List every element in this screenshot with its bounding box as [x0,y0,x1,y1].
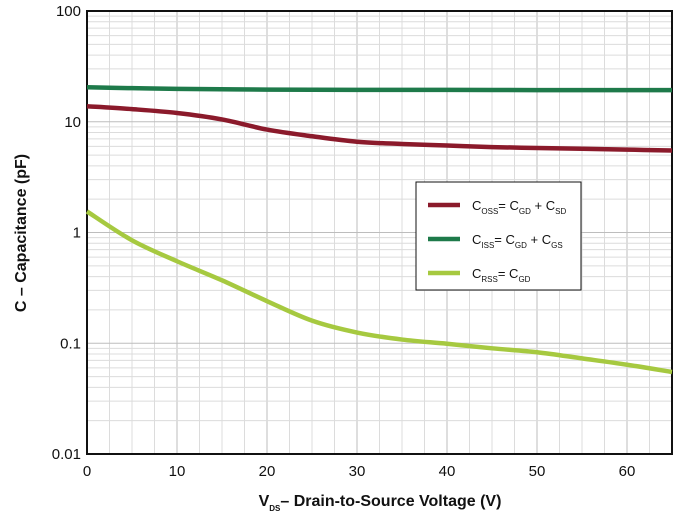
legend-entry: CISS= CGD + CGS [472,232,563,250]
y-tick-label: 0.01 [52,446,81,463]
y-axis-label: C – Capacitance (pF) [13,154,30,312]
x-tick-label: 50 [529,463,546,480]
series-line-1 [86,104,673,153]
series-line-2 [86,84,672,93]
x-axis-label: VDS– Drain-to-Source Voltage (V) [259,493,502,513]
series-line-3 [85,209,673,375]
y-tick-label: 100 [56,3,81,20]
x-tick-label: 60 [619,463,636,480]
legend: COSS= CGD + CSD CISS= CGD + CGS CRSS= CGD [415,181,582,291]
legend-entry: COSS= CGD + CSD [472,198,566,216]
series-lines [85,84,673,375]
x-tick-label: 40 [439,463,456,480]
legend-entry: CRSS= CGD [472,266,531,284]
y-tick-label: 10 [64,114,81,131]
x-tick-label: 20 [259,463,276,480]
x-tick-label: 10 [169,463,186,480]
x-tick-label: 30 [349,463,366,480]
grid-lines [87,11,672,454]
y-tick-label: 1 [73,225,81,242]
plot-area-frame [86,10,673,455]
y-tick-label: 0.1 [60,335,81,352]
axis-ticks: 0 10 20 30 40 50 60 0.01 0.1 1 10 100 [52,3,636,480]
x-tick-label: 0 [83,463,91,480]
